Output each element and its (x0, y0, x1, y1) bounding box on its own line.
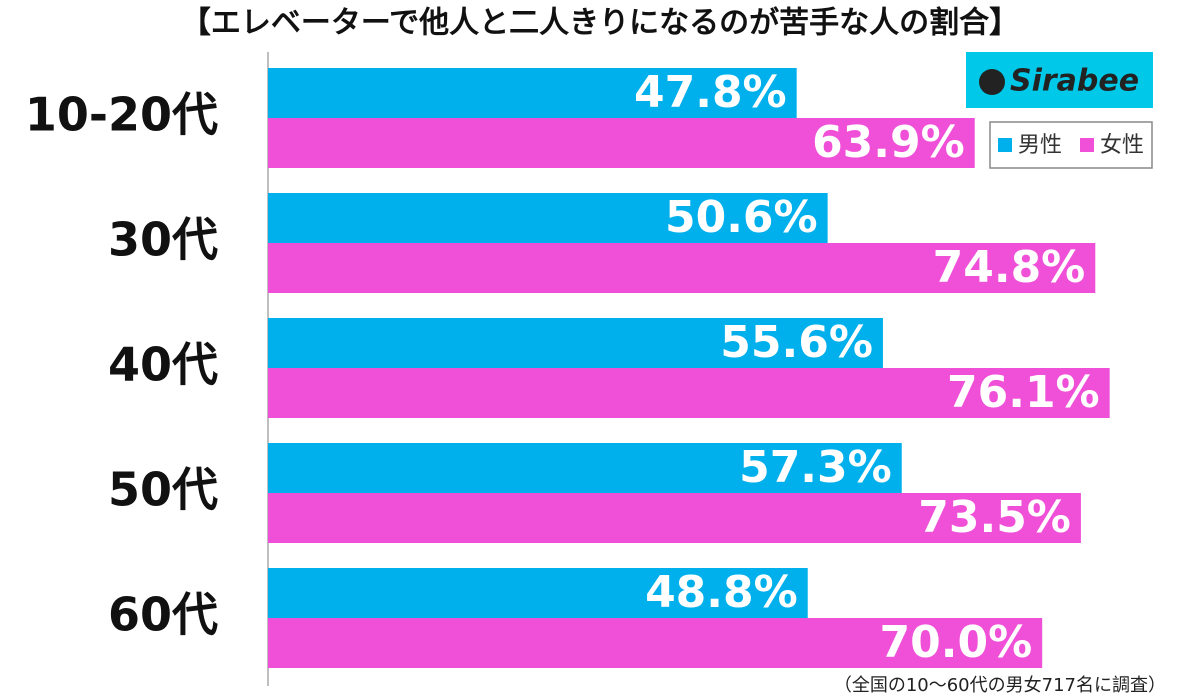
value-label: 63.9% (812, 117, 965, 168)
value-label: 48.8% (645, 567, 798, 618)
bar (268, 443, 902, 493)
bar (268, 368, 1110, 418)
bar (268, 243, 1096, 293)
value-label: 73.5% (918, 492, 1071, 543)
y-tick-label: 30代 (108, 213, 218, 267)
y-tick-label: 60代 (108, 588, 218, 642)
bar (268, 193, 828, 243)
value-label: 76.1% (947, 367, 1100, 418)
bar (268, 318, 883, 368)
value-label: 47.8% (634, 67, 787, 118)
legend-swatch (998, 138, 1012, 152)
bar (268, 118, 975, 168)
value-label: 74.8% (933, 242, 1086, 293)
legend-swatch (1080, 138, 1094, 152)
legend-label: 男性 (1018, 133, 1062, 158)
legend-label: 女性 (1100, 133, 1144, 158)
value-label: 55.6% (720, 317, 873, 368)
bar (268, 68, 797, 118)
chart-title: 【エレベーターで他人と二人きりになるのが苦手な人の割合】 (181, 6, 1019, 41)
logo-icon (979, 69, 1005, 95)
bar (268, 493, 1081, 543)
value-label: 57.3% (739, 442, 892, 493)
y-tick-label: 40代 (108, 338, 218, 392)
value-label: 50.6% (665, 192, 818, 243)
y-tick-label: 50代 (108, 463, 218, 517)
value-label: 70.0% (880, 617, 1033, 668)
logo-text: Sirabee (1010, 64, 1139, 99)
bar (268, 568, 808, 618)
bar (268, 618, 1043, 668)
y-tick-label: 10-20代 (25, 88, 218, 142)
legend-box (989, 121, 1153, 169)
note: （全国の10～60代の男女717名に調査） (834, 675, 1166, 696)
